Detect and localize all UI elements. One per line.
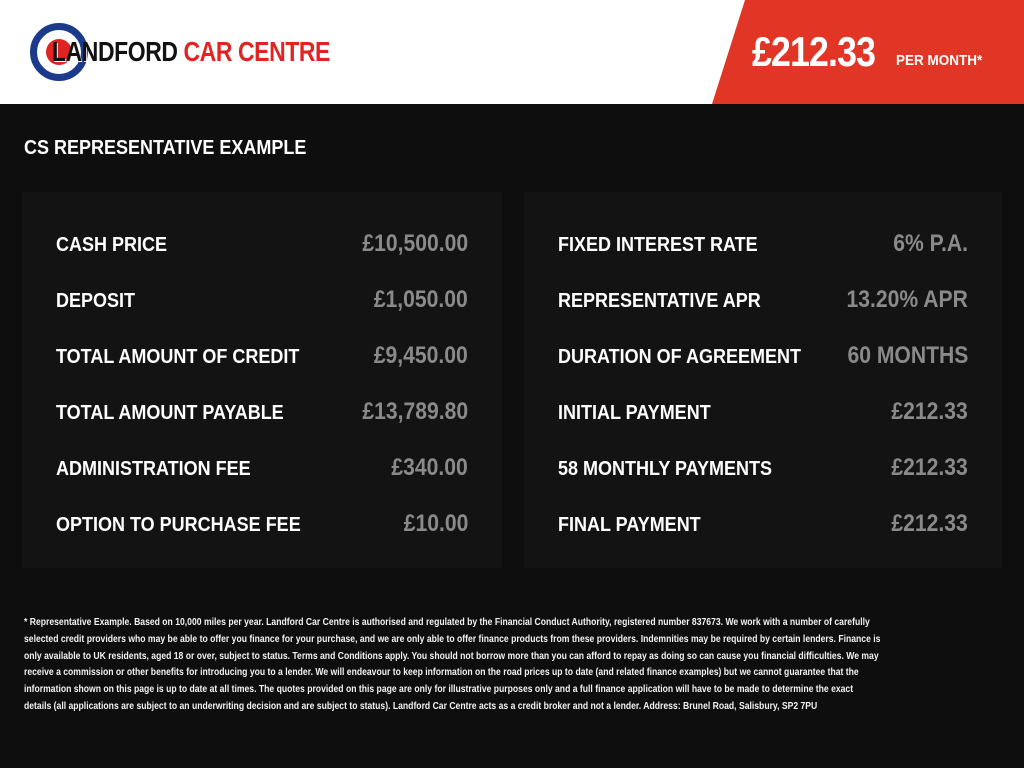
finance-row: FINAL PAYMENT £212.33 bbox=[558, 510, 968, 540]
finance-row: DEPOSIT £1,050.00 bbox=[56, 286, 468, 316]
finance-row: FIXED INTEREST RATE 6% P.A. bbox=[558, 230, 968, 260]
logo-roundel-icon bbox=[30, 23, 88, 81]
finance-label: DURATION OF AGREEMENT bbox=[558, 346, 801, 368]
finance-value: £212.33 bbox=[891, 398, 968, 425]
disclaimer-line: only available to UK residents, aged 18 … bbox=[24, 649, 879, 662]
finance-value: 60 MONTHS bbox=[847, 342, 968, 369]
finance-label: TOTAL AMOUNT PAYABLE bbox=[56, 402, 284, 424]
finance-value: £1,050.00 bbox=[374, 286, 468, 313]
logo-text: LANDFORD CAR CENTRE bbox=[52, 36, 330, 67]
disclaimer-line: * Representative Example. Based on 10,00… bbox=[24, 616, 870, 628]
finance-label: 58 MONTHLY PAYMENTS bbox=[558, 458, 773, 480]
disclaimer-line: details (all applications are subject to… bbox=[24, 699, 818, 712]
finance-row: TOTAL AMOUNT OF CREDIT £9,450.00 bbox=[56, 342, 468, 372]
disclaimer: * Representative Example. Based on 10,00… bbox=[24, 616, 1014, 717]
finance-label: INITIAL PAYMENT bbox=[558, 402, 711, 424]
disclaimer-line: information shown on this page is up to … bbox=[24, 683, 854, 696]
monthly-price: £212.33 bbox=[752, 28, 876, 75]
finance-value: 13.20% APR bbox=[846, 286, 968, 313]
finance-label: FIXED INTEREST RATE bbox=[558, 234, 758, 256]
finance-row: TOTAL AMOUNT PAYABLE £13,789.80 bbox=[56, 398, 468, 428]
header: LANDFORD CAR CENTRE £212.33 PER MONTH* bbox=[0, 0, 1024, 104]
finance-row: CASH PRICE £10,500.00 bbox=[56, 230, 468, 260]
disclaimer-line: selected credit providers who may be abl… bbox=[24, 632, 881, 645]
finance-label: DEPOSIT bbox=[56, 290, 136, 312]
finance-value: £212.33 bbox=[891, 510, 968, 537]
finance-row: INITIAL PAYMENT £212.33 bbox=[558, 398, 968, 428]
finance-row: ADMINISTRATION FEE £340.00 bbox=[56, 454, 468, 484]
price-banner bbox=[712, 0, 1024, 104]
finance-value: £212.33 bbox=[891, 454, 968, 481]
finance-details-left: CASH PRICE £10,500.00 DEPOSIT £1,050.00 TOTA… bbox=[22, 192, 502, 568]
finance-value: £340.00 bbox=[391, 454, 468, 481]
finance-value: £9,450.00 bbox=[374, 342, 468, 369]
finance-row: DURATION OF AGREEMENT 60 MONTHS bbox=[558, 342, 968, 372]
per-month-label: PER MONTH* bbox=[896, 52, 983, 69]
finance-value: 6% P.A. bbox=[893, 230, 968, 257]
finance-label: REPRESENTATIVE APR bbox=[558, 290, 761, 312]
finance-details-right: FIXED INTEREST RATE 6% P.A. REPRESENTATIVE… bbox=[524, 192, 1002, 568]
finance-row: REPRESENTATIVE APR 13.20% APR bbox=[558, 286, 968, 316]
logo[interactable]: LANDFORD CAR CENTRE bbox=[28, 22, 330, 82]
finance-label: OPTION TO PURCHASE FEE bbox=[56, 514, 301, 536]
finance-row: OPTION TO PURCHASE FEE £10.00 bbox=[56, 510, 468, 540]
finance-value: £13,789.80 bbox=[362, 398, 468, 425]
finance-value: £10,500.00 bbox=[362, 230, 468, 257]
disclaimer-line: receive a commission or other benefits f… bbox=[24, 666, 859, 679]
finance-row: 58 MONTHLY PAYMENTS £212.33 bbox=[558, 454, 968, 484]
finance-label: ADMINISTRATION FEE bbox=[56, 458, 251, 480]
finance-label: FINAL PAYMENT bbox=[558, 514, 701, 536]
finance-value: £10.00 bbox=[403, 510, 468, 537]
section-title: CS REPRESENTATIVE EXAMPLE bbox=[24, 137, 307, 159]
finance-label: TOTAL AMOUNT OF CREDIT bbox=[56, 346, 300, 368]
finance-label: CASH PRICE bbox=[56, 234, 168, 256]
